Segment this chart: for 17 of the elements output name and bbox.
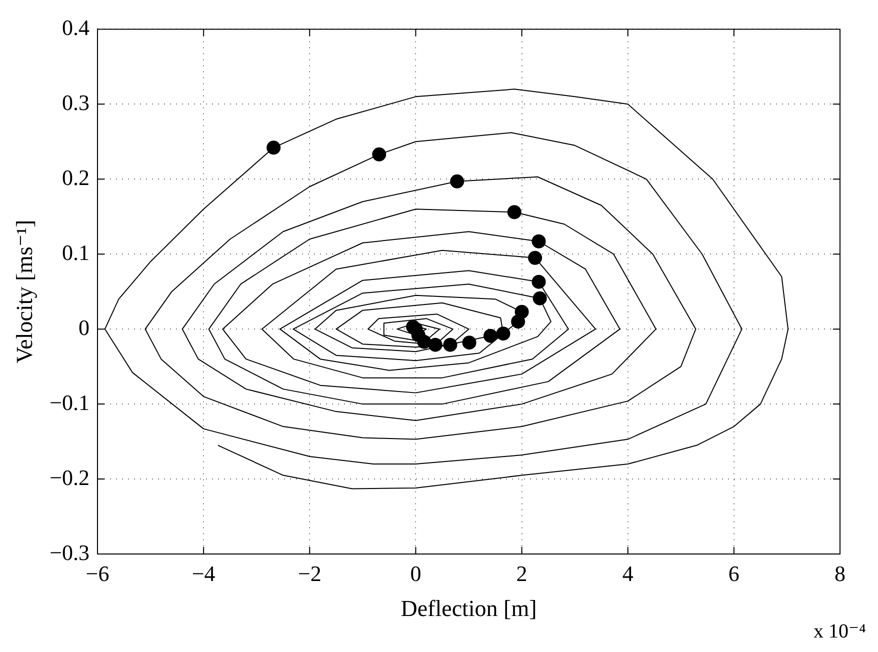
x-tick-label: −4 [192,560,216,586]
x-tick-label: 2 [516,560,528,586]
y-tick-label: 0.4 [62,14,90,40]
x-tick-label: −2 [298,560,322,586]
y-tick-label: 0.3 [62,90,90,115]
text: x 10⁻⁴ [813,620,866,642]
y-tick-label: 0.1 [62,240,90,265]
y-tick-label: −0.2 [50,464,90,490]
x-tick-label: 4 [622,560,634,586]
y-axis-title: Velocity [ms⁻¹] [12,220,37,364]
y-tick-label: −0.1 [50,390,90,415]
y-tick-label: 0.2 [62,164,90,190]
x-tick-label: 8 [834,560,846,586]
x-axis-title: Deflection [m] [400,596,537,622]
x-tick-label: 6 [728,560,740,586]
x-tick-label: 0 [410,560,422,586]
y-tick-label: 0 [78,314,90,340]
